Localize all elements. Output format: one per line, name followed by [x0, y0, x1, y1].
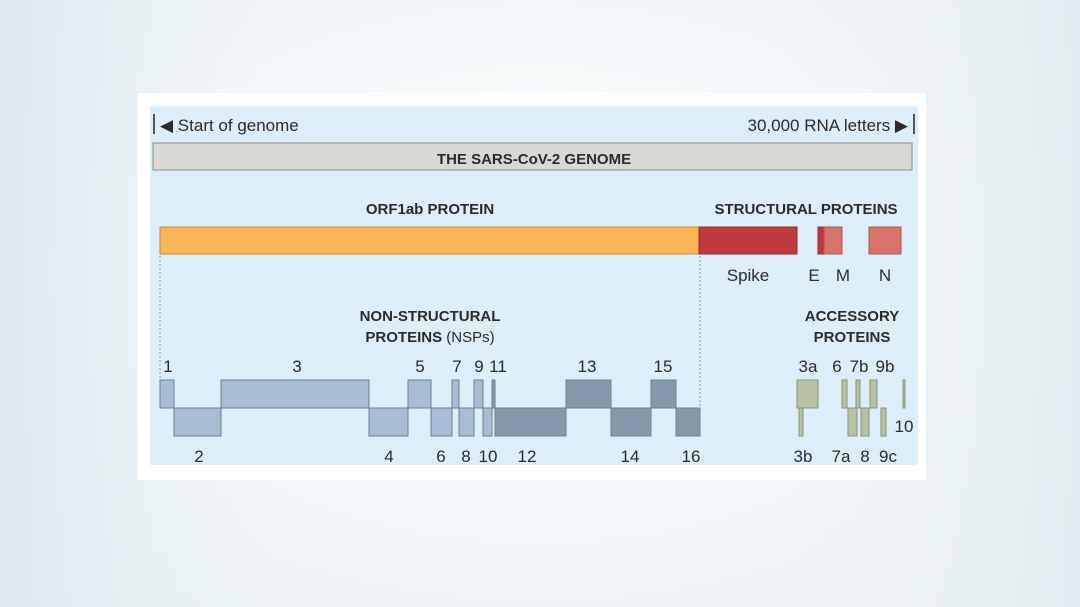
start-of-genome-label: ◀ Start of genome [160, 116, 299, 135]
nsp-bottom-row [173, 407, 701, 437]
orf9c-label: 9c [879, 447, 897, 466]
genome-title: THE SARS-CoV-2 GENOME [437, 151, 631, 168]
nsp16-block [675, 407, 701, 437]
orf7b-label: 7b [850, 357, 869, 376]
nsp-title-line2: PROTEINS (NSPs) [365, 329, 494, 346]
nsp9-block [473, 379, 484, 409]
orf8-label: 8 [860, 447, 869, 466]
nsp11-block [491, 379, 496, 409]
membrane-label: M [836, 266, 850, 285]
nsp2-block [173, 407, 222, 437]
envelope-label: E [808, 266, 819, 285]
spike-protein-bar [698, 226, 798, 255]
nsp6-label: 6 [436, 447, 445, 466]
orf10-label: 10 [895, 417, 914, 436]
nsp-top-row [159, 379, 677, 409]
nsp-title-suffix: (NSPs) [442, 329, 495, 346]
genome-bar [152, 142, 913, 171]
nsp7-block [451, 379, 460, 409]
orf7b-block [855, 379, 861, 409]
orf7a-block [847, 407, 858, 437]
orf1ab-title: ORF1ab PROTEIN [366, 201, 494, 218]
orf6-label: 6 [832, 357, 841, 376]
accessory-title-line2: PROTEINS [814, 329, 891, 346]
nsp9-label: 9 [474, 357, 483, 376]
orf7a-label: 7a [832, 447, 851, 466]
nsp8-block [458, 407, 475, 437]
nsp14-label: 14 [621, 447, 640, 466]
accessory-title-line1: ACCESSORY [805, 308, 899, 325]
nsp3-block [220, 379, 370, 409]
nsp12-label: 12 [518, 447, 537, 466]
nsp6-block [430, 407, 453, 437]
nucleocapsid-label: N [879, 266, 891, 285]
nsp11-label: 11 [489, 357, 507, 376]
nsp5-label: 5 [415, 357, 424, 376]
nsp8-label: 8 [461, 447, 470, 466]
envelope-protein-bar [817, 226, 825, 255]
orf9b-block [869, 379, 878, 409]
nsp5-block [407, 379, 432, 409]
orf9b-label: 9b [876, 357, 895, 376]
spike-label: Spike [727, 266, 770, 285]
nsp16-label: 16 [682, 447, 701, 466]
nsp12-block [494, 407, 567, 437]
nsp4-label: 4 [384, 447, 393, 466]
orf9c-block [880, 407, 887, 437]
nsp2-label: 2 [194, 447, 203, 466]
orf3b-label: 3b [794, 447, 813, 466]
nsp3-label: 3 [292, 357, 301, 376]
nsp14-block [610, 407, 652, 437]
nsp15-block [650, 379, 677, 409]
orf1ab-bar [159, 226, 700, 255]
orf3b-block [798, 407, 804, 437]
nucleocapsid-protein-bar [868, 226, 902, 255]
accessory-blocks [796, 379, 906, 437]
orf3a-block [796, 379, 819, 409]
nsp13-label: 13 [578, 357, 597, 376]
nsp-title-bold: PROTEINS [365, 329, 442, 346]
nsp7-label: 7 [452, 357, 461, 376]
nsp-title-line1: NON-STRUCTURAL [360, 308, 501, 325]
orf10-block [902, 379, 906, 409]
nsp10-label: 10 [479, 447, 498, 466]
nsp1-block [159, 379, 175, 409]
structural-proteins-title: STRUCTURAL PROTEINS [714, 201, 897, 218]
nsp10-block [482, 407, 493, 437]
nsp13-block [565, 379, 612, 409]
nsp15-label: 15 [654, 357, 673, 376]
orf3a-label: 3a [799, 357, 818, 376]
orf8-block [860, 407, 870, 437]
nsp1-label: 1 [163, 357, 172, 376]
orf6-block [841, 379, 848, 409]
nsp4-block [368, 407, 409, 437]
membrane-protein-bar [823, 226, 843, 255]
genome-length-label: 30,000 RNA letters ▶ [748, 116, 909, 135]
